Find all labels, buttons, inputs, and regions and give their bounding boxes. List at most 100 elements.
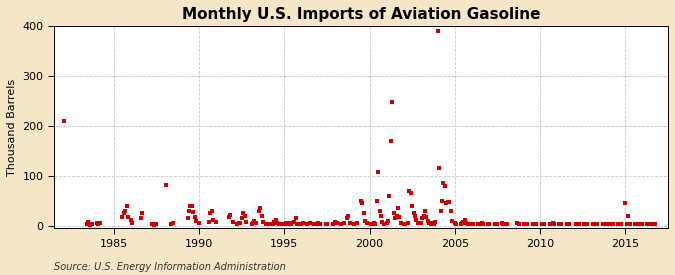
Point xyxy=(549,222,560,227)
Point xyxy=(435,209,446,213)
Point xyxy=(608,222,618,227)
Point xyxy=(271,218,281,222)
Point xyxy=(514,222,524,227)
Point xyxy=(547,221,558,226)
Point xyxy=(637,222,648,227)
Point xyxy=(304,221,315,226)
Point xyxy=(545,222,556,227)
Point xyxy=(496,221,507,226)
Point xyxy=(439,184,450,188)
Point xyxy=(371,199,382,203)
Point xyxy=(294,222,305,226)
Point xyxy=(191,219,202,223)
Point xyxy=(630,222,641,227)
Point xyxy=(279,222,290,226)
Point xyxy=(423,219,433,223)
Point xyxy=(310,222,321,227)
Point xyxy=(554,222,564,227)
Point xyxy=(83,220,94,224)
Point xyxy=(631,222,642,226)
Point xyxy=(185,204,196,208)
Point xyxy=(644,222,655,227)
Point xyxy=(290,216,301,221)
Point xyxy=(331,221,342,226)
Point xyxy=(249,219,260,223)
Point xyxy=(357,201,368,206)
Point xyxy=(636,222,647,226)
Point xyxy=(624,222,635,226)
Point xyxy=(246,222,257,227)
Point xyxy=(381,221,392,226)
Point xyxy=(339,221,350,226)
Point xyxy=(127,221,138,226)
Point xyxy=(261,222,271,226)
Point xyxy=(379,222,389,227)
Text: Source: U.S. Energy Information Administration: Source: U.S. Energy Information Administ… xyxy=(54,262,286,272)
Point xyxy=(492,222,503,226)
Point xyxy=(59,119,70,123)
Point xyxy=(477,221,487,226)
Point xyxy=(258,220,269,224)
Point xyxy=(450,221,460,226)
Point xyxy=(389,216,400,221)
Point xyxy=(161,183,171,187)
Y-axis label: Thousand Barrels: Thousand Barrels xyxy=(7,79,17,176)
Point xyxy=(342,216,352,221)
Point xyxy=(313,221,324,226)
Point xyxy=(186,204,197,208)
Point xyxy=(123,215,134,219)
Point xyxy=(410,214,421,218)
Point xyxy=(148,223,159,227)
Point xyxy=(466,222,477,227)
Point xyxy=(531,222,541,226)
Point xyxy=(442,200,453,204)
Point xyxy=(497,222,508,227)
Point xyxy=(562,222,572,227)
Point xyxy=(254,206,265,211)
Point xyxy=(427,221,437,226)
Point xyxy=(437,199,448,203)
Point xyxy=(273,222,284,227)
Point xyxy=(424,221,435,226)
Point xyxy=(425,222,436,226)
Point xyxy=(428,222,439,227)
Point xyxy=(286,222,297,227)
Point xyxy=(478,222,489,227)
Point xyxy=(411,218,422,222)
Point xyxy=(400,222,410,226)
Point xyxy=(623,214,634,218)
Point xyxy=(462,222,473,227)
Point xyxy=(343,214,354,218)
Point xyxy=(137,211,148,216)
Point xyxy=(415,221,426,226)
Point xyxy=(563,222,574,226)
Point xyxy=(253,209,264,213)
Point xyxy=(418,214,429,218)
Point xyxy=(238,211,248,216)
Point xyxy=(438,181,449,186)
Point xyxy=(361,221,372,226)
Point xyxy=(622,222,632,227)
Point xyxy=(582,222,593,226)
Point xyxy=(248,221,259,226)
Point xyxy=(207,209,217,213)
Point xyxy=(344,221,355,226)
Point xyxy=(188,210,198,214)
Point xyxy=(591,222,602,227)
Point xyxy=(600,222,611,227)
Point xyxy=(451,222,462,227)
Point xyxy=(94,221,105,226)
Point xyxy=(121,204,132,208)
Point xyxy=(578,222,589,227)
Point xyxy=(402,221,413,226)
Point xyxy=(647,222,658,227)
Point xyxy=(383,219,394,223)
Point xyxy=(650,222,661,226)
Point xyxy=(455,222,466,226)
Point xyxy=(433,29,443,33)
Point xyxy=(597,222,608,227)
Point xyxy=(536,222,547,227)
Point xyxy=(604,222,615,227)
Point xyxy=(387,100,398,104)
Point xyxy=(446,209,456,213)
